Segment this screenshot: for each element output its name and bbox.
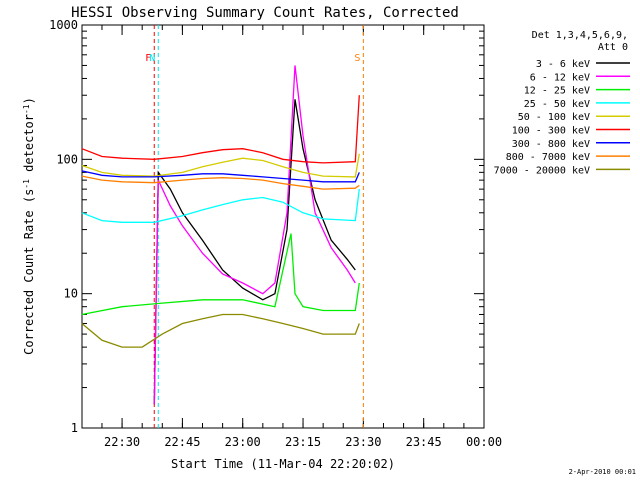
y-axis: 1 10 100 1000 [49, 18, 484, 435]
legend-entry-label: 50 - 100 keV [518, 112, 590, 123]
y-tick-label: 100 [56, 152, 78, 166]
flag-label-f: F [145, 53, 151, 64]
legend-entry-label: 25 - 50 keV [524, 99, 590, 110]
legend-entry-label: 6 - 12 keV [530, 72, 590, 83]
legend-title-detectors: Det 1,3,4,5,6,9, [532, 30, 628, 41]
series-line-2 [81, 233, 360, 316]
x-tick-label: 23:15 [285, 435, 321, 449]
x-tick-label: 22:45 [164, 435, 200, 449]
series-line-3 [81, 189, 360, 223]
chart-title: HESSI Observing Summary Count Rates, Cor… [71, 5, 459, 21]
y-tick-label: 1000 [49, 18, 78, 32]
legend-entry-label: 800 - 7000 keV [506, 152, 590, 163]
legend-entry-label: 100 - 300 keV [512, 126, 590, 137]
legend-title-attenuator: Att 0 [598, 42, 628, 53]
x-axis: 22:30 22:45 23:00 23:15 23:30 23:45 00:00 [101, 25, 502, 449]
series-lines [81, 65, 360, 405]
flag-label-n: N [149, 53, 155, 64]
x-tick-label: 23:30 [345, 435, 381, 449]
x-tick-label: 23:00 [225, 435, 261, 449]
y-tick-label: 10 [64, 287, 78, 301]
series-line-7 [81, 175, 360, 190]
y-tick-label: 1 [71, 421, 78, 435]
series-line-5 [81, 95, 360, 164]
footer-date: 2-Apr-2010 00:01 [569, 468, 636, 476]
x-axis-label: Start Time (11-Mar-04 22:20:02) [171, 457, 395, 471]
legend-entry-label: 12 - 25 keV [524, 86, 590, 97]
x-tick-label: 22:30 [104, 435, 140, 449]
series-line-4 [81, 153, 360, 178]
x-tick-label: 00:00 [466, 435, 502, 449]
flag-label-s: S [354, 53, 360, 64]
legend-entry-label: 7000 - 20000 keV [494, 165, 590, 176]
series-line-1 [153, 65, 356, 405]
x-tick-label: 23:45 [406, 435, 442, 449]
attenuator-and-flag-markers: FN S [145, 25, 364, 428]
legend-entry-label: 3 - 6 keV [536, 59, 590, 70]
plot-frame [81, 24, 485, 429]
legend: Det 1,3,4,5,6,9, Att 0 3 - 6 keV 6 - 12 k… [494, 30, 630, 176]
series-line-6 [81, 170, 360, 183]
series-line-0 [153, 99, 356, 405]
legend-entry-label: 300 - 800 keV [512, 139, 590, 150]
series-line-8 [81, 313, 360, 348]
y-axis-label: Corrected Count Rate (s-1 detector-1) [22, 97, 37, 355]
